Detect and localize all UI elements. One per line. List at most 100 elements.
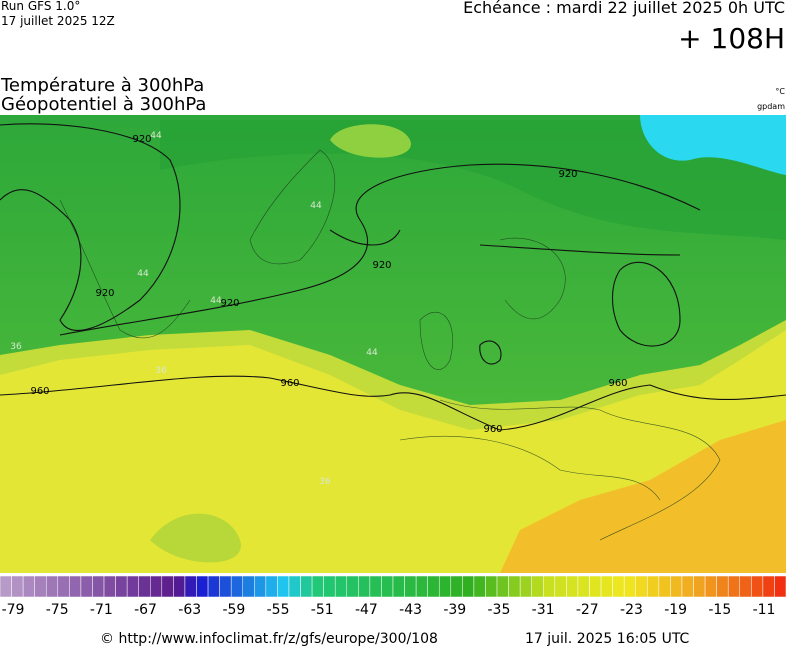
colorbar-label: -75	[46, 602, 69, 618]
colorbar-label: -31	[532, 602, 555, 618]
colorbar-swatch	[334, 575, 348, 598]
isotherm-label: 44	[137, 269, 149, 279]
zone	[330, 124, 411, 158]
colorbar-label: -27	[576, 602, 599, 618]
colorbar-swatch	[138, 575, 151, 598]
run: Run GFS 1.0°	[1, 0, 80, 13]
colorbar-swatch	[485, 575, 498, 598]
colorbar-swatch	[519, 575, 532, 598]
colorbar-swatch	[404, 575, 417, 598]
colorbar-swatch	[173, 575, 186, 598]
colorbar-swatch	[358, 575, 371, 598]
colorbar-swatch	[751, 575, 764, 598]
colorbar-label: -67	[134, 602, 157, 618]
contour-label: 960	[280, 378, 299, 389]
isotherm-label: 44	[366, 348, 378, 358]
colorbar-swatch	[265, 575, 278, 598]
colorbar-swatch	[219, 575, 232, 598]
colorbar-swatch	[57, 575, 70, 598]
colorbar-swatch	[381, 575, 394, 598]
contour-label: 920	[372, 260, 391, 271]
colorbar-swatch	[600, 575, 613, 598]
zone	[150, 513, 241, 563]
colorbar-swatch	[196, 575, 209, 598]
map: 920 920 920 920 920 960 960 960 960 44 44 44 44 44 36 3…	[0, 115, 786, 573]
colorbar-swatch	[531, 575, 544, 598]
colorbar: -79 -75 -71 -67 -63 -59 -55 -51 -47 -43 -39 -35 -31 -…	[0, 575, 786, 618]
contour-label: 920	[558, 169, 577, 180]
colorbar-swatch	[623, 575, 636, 598]
colorbar-swatch	[69, 575, 82, 598]
colorbar-swatch	[693, 575, 706, 598]
colorbar-label: -47	[355, 602, 378, 618]
colorbar-label: -79	[2, 602, 25, 618]
colorbar-label: -19	[664, 602, 687, 618]
contour-label: 920	[220, 298, 239, 309]
isotherm-label: 44	[310, 201, 322, 211]
colorbar-label: -11	[753, 602, 776, 618]
colorbar-swatch	[22, 575, 35, 598]
colorbar-swatch	[427, 575, 440, 598]
colorbar-swatch	[0, 575, 12, 598]
colorbar-swatch	[612, 575, 625, 598]
title: Géopotentiel à 300hPa	[1, 94, 206, 115]
colorbar-swatch	[716, 575, 729, 598]
colorbar-swatch	[11, 575, 24, 598]
colorbar-swatch	[92, 575, 105, 598]
colorbar-swatch	[554, 575, 567, 598]
colorbar-swatch	[369, 575, 382, 598]
colorbar-swatch	[543, 575, 556, 598]
colorbar-swatch	[184, 575, 197, 598]
colorbar-swatch	[80, 575, 93, 598]
colorbar-label: -43	[399, 602, 422, 618]
colorbar-label: -23	[620, 602, 643, 618]
unit: °C	[775, 87, 785, 96]
contour-label: 960	[608, 378, 627, 389]
run-date: 17 juillet 2025 12Z	[1, 14, 115, 28]
colorbar-swatch	[473, 575, 486, 598]
contour-label: 920	[95, 288, 114, 299]
isotherm-label: 36	[10, 342, 22, 352]
colorbar-swatch	[508, 575, 521, 598]
colorbar-swatch	[323, 575, 336, 598]
colorbar-swatch	[126, 575, 139, 598]
colorbar-swatch	[34, 575, 47, 598]
colorbar-swatch	[438, 575, 452, 598]
contour	[0, 123, 786, 431]
contour-label: 960	[30, 386, 49, 397]
isotherm-label: 36	[155, 366, 167, 376]
colorbar-swatch	[300, 575, 313, 598]
source-url: © http://www.infoclimat.fr/z/gfs/europe/…	[100, 631, 438, 647]
colorbar-label: -71	[90, 602, 113, 618]
colorbar-swatch	[277, 575, 290, 598]
colorbar-swatch	[392, 575, 405, 598]
colorbar-swatch	[566, 575, 579, 598]
colorbar-swatch	[254, 575, 267, 598]
colorbar-swatch	[577, 575, 590, 598]
colorbar-swatch	[739, 575, 752, 598]
colorbar-swatch	[415, 575, 428, 598]
colorbar-swatch	[635, 575, 648, 598]
title: Température à 300hPa	[0, 75, 204, 96]
colorbar-label: -39	[443, 602, 466, 618]
colorbar-swatch	[45, 575, 59, 598]
colorbar-label: -59	[222, 602, 245, 618]
colorbar-label: -63	[178, 602, 201, 618]
unit: gpdam	[757, 102, 785, 111]
colorbar-swatch	[762, 575, 775, 598]
colorbar-swatch	[103, 575, 116, 598]
colorbar-swatch	[462, 575, 475, 598]
colorbar-swatch	[450, 575, 463, 598]
colorbar-swatch	[681, 575, 694, 598]
zone	[640, 115, 786, 175]
colorbar-swatch	[589, 575, 602, 598]
colorbar-swatch	[704, 575, 717, 598]
colorbar-swatch	[311, 575, 324, 598]
colorbar-label: -55	[267, 602, 290, 618]
contour-label: 920	[132, 134, 151, 145]
colorbar-swatch	[161, 575, 174, 598]
colorbar-label: -51	[311, 602, 334, 618]
isotherm-label: 44	[210, 296, 222, 306]
colorbar-swatch	[774, 575, 786, 598]
